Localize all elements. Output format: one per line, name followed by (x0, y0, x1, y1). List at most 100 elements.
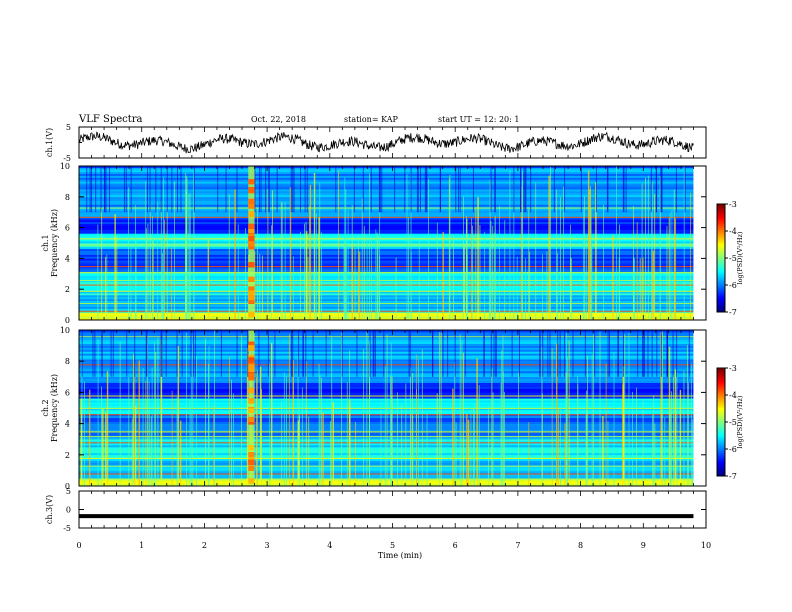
ch1-spectrogram-dark-streak (370, 166, 372, 213)
ch2-spectrogram-sferic (565, 372, 567, 486)
ch2-spectrogram-band (79, 464, 694, 467)
ch2-spectrogram-colorbar-step (717, 414, 725, 417)
ch1-spectrogram-sferic (271, 225, 272, 320)
ch1-spectrogram-sferic (207, 239, 210, 320)
ch1-spectrogram-band (79, 185, 694, 188)
ch2-spectrogram-sferic (673, 374, 674, 486)
ch2-spectrogram-sferic (410, 367, 412, 486)
ch1-spectrogram-colorbar-tick-label: -5 (729, 254, 737, 263)
ch1-spectrogram-dark-streak (95, 166, 97, 213)
ch1-spectrogram-band (79, 175, 694, 178)
ch2-spectrogram-dark-streak (101, 330, 103, 377)
ch1-spectrogram-dark-streak (684, 166, 686, 213)
ch1-spectrogram-sferic (516, 256, 518, 320)
ch2-spectrogram-sferic (288, 334, 290, 486)
ch1-spectrogram-burst-patch (248, 236, 255, 242)
ch1-spectrogram-dark-streak (123, 166, 125, 213)
ch1-spectrogram-dark-streak (225, 166, 227, 213)
ch2-spectrogram-band (79, 398, 694, 401)
ch1-spectrogram-sferic (185, 175, 187, 320)
ch2-spectrogram-dark-streak (369, 330, 371, 377)
x-tick-label: 6 (453, 541, 458, 550)
ch2-spectrogram-sferic (305, 361, 307, 486)
ch2-spectrogram-dark-streak (609, 330, 611, 377)
ch2-spectrogram-band (79, 351, 694, 354)
ch1-spectrogram-dark-streak (490, 166, 492, 213)
ch2-spectrogram-sferic (330, 421, 332, 486)
ch2-spectrogram-sferic (142, 368, 144, 486)
ch1-spectrogram-sferic (259, 253, 261, 320)
ch2-spectrogram-band (79, 470, 694, 473)
ch2-spectrogram-dark-streak (607, 330, 609, 377)
ch2-spectrogram-band (79, 392, 694, 395)
ch2-spectrogram-colorbar-step (717, 393, 725, 396)
ch2-spectrogram-sferic (492, 392, 494, 486)
ch2-spectrogram-band (79, 333, 694, 337)
ch1-spectrogram-band (79, 171, 694, 174)
ch2-spectrogram-sferic (478, 385, 480, 486)
ch2-spectrogram-sferic (568, 340, 570, 486)
start-time-label: start UT = 12: 20: 1 (438, 115, 519, 124)
ch2-spectrogram-dark-streak (490, 330, 492, 377)
ch2-spectrogram-band (79, 421, 694, 424)
ch2-spectrogram-tone-line (79, 336, 694, 338)
ch1-spectrogram-band (79, 293, 694, 296)
ch1-spectrogram-tone-line (79, 207, 694, 209)
ch1-spectrogram-band (79, 225, 694, 228)
ch2-spectrogram-colorbar-step (717, 441, 725, 444)
ch2-spectrogram-colorbar-step (717, 378, 725, 381)
ch2-spectrogram-sferic (100, 386, 102, 486)
ch2-spectrogram-sferic (559, 402, 561, 486)
ch2-spectrogram-burst-patch (248, 452, 255, 458)
ch1-ylabel: ch.1(V) (45, 128, 54, 157)
ch2-spectrogram-sferic (459, 334, 461, 486)
ch1-spectrogram-dark-streak (149, 166, 151, 213)
ch1-spectrogram-colorbar-label: log(PSD)(V²/Hz) (736, 231, 744, 284)
ch2-spectrogram-dark-streak (656, 330, 658, 377)
ch2-spectrogram-ytick-label: 0 (65, 482, 70, 491)
ch2-spectrogram-sferic (474, 403, 475, 486)
ch1-spectrogram-band (79, 269, 694, 273)
ch2-spectrogram-dark-streak (298, 330, 300, 377)
ch2-spectrogram-dark-streak (161, 330, 163, 377)
ch2-spectrogram-band (79, 476, 694, 479)
ch2-spectrogram-band (79, 472, 694, 475)
ch1-spectrogram-band (79, 264, 694, 267)
ch1-spectrogram-sferic (166, 210, 168, 320)
ch1-spectrogram-band (79, 287, 694, 290)
ch1-spectrogram-sferic (305, 231, 308, 320)
ch2-spectrogram-sferic (632, 391, 633, 486)
ch2-spectrogram-dark-streak (134, 330, 136, 377)
ch1-spectrogram-ytick-label: 4 (65, 254, 70, 263)
ch1-spectrogram-sferic (436, 222, 438, 320)
ch2-spectrogram-image (79, 330, 706, 487)
ch1-spectrogram-dark-streak (378, 166, 380, 213)
ch2-spectrogram-band (79, 404, 694, 407)
ch2-spectrogram-colorbar-step (717, 427, 725, 430)
ch1-spectrogram-ytick-label: 8 (65, 193, 70, 202)
ch1-spectrogram-dark-streak (660, 166, 662, 213)
ch2-spectrogram-dark-streak (647, 330, 649, 377)
ch1-spectrogram-dark-streak (353, 166, 355, 213)
ch2-spectrogram-sferic (148, 381, 150, 486)
ch2-spectrogram-band (79, 452, 694, 456)
ch1-spectrogram-sferic (261, 255, 263, 320)
ch2-spectrogram-band (79, 386, 694, 389)
ch2-spectrogram-sferic (551, 348, 553, 486)
ch1-spectrogram-sferic (556, 189, 558, 320)
ch2-spectrogram-sferic (154, 341, 156, 486)
ch2-spectrogram-colorbar-tick-label: -4 (729, 391, 737, 400)
ch2-spectrogram-sferic (476, 358, 478, 486)
ch2-spectrogram-band (79, 331, 694, 335)
ch2-spectrogram-burst-patch (248, 416, 255, 423)
ch2-spectrogram-band (79, 355, 694, 358)
ch1-spectrogram-burst-patch (248, 211, 255, 217)
ch2-spectrogram-band (79, 458, 694, 461)
ch1-spectrogram-sferic (641, 183, 643, 320)
ch2-spectrogram-sferic (134, 405, 137, 486)
ch1-spectrogram-band (79, 189, 694, 192)
ch2-spectrogram-sferic (256, 377, 257, 486)
ch1-spectrogram-sferic (379, 255, 380, 320)
ch2-spectrogram-dark-streak (617, 330, 619, 377)
ch2-spectrogram-tone-line (79, 436, 694, 438)
